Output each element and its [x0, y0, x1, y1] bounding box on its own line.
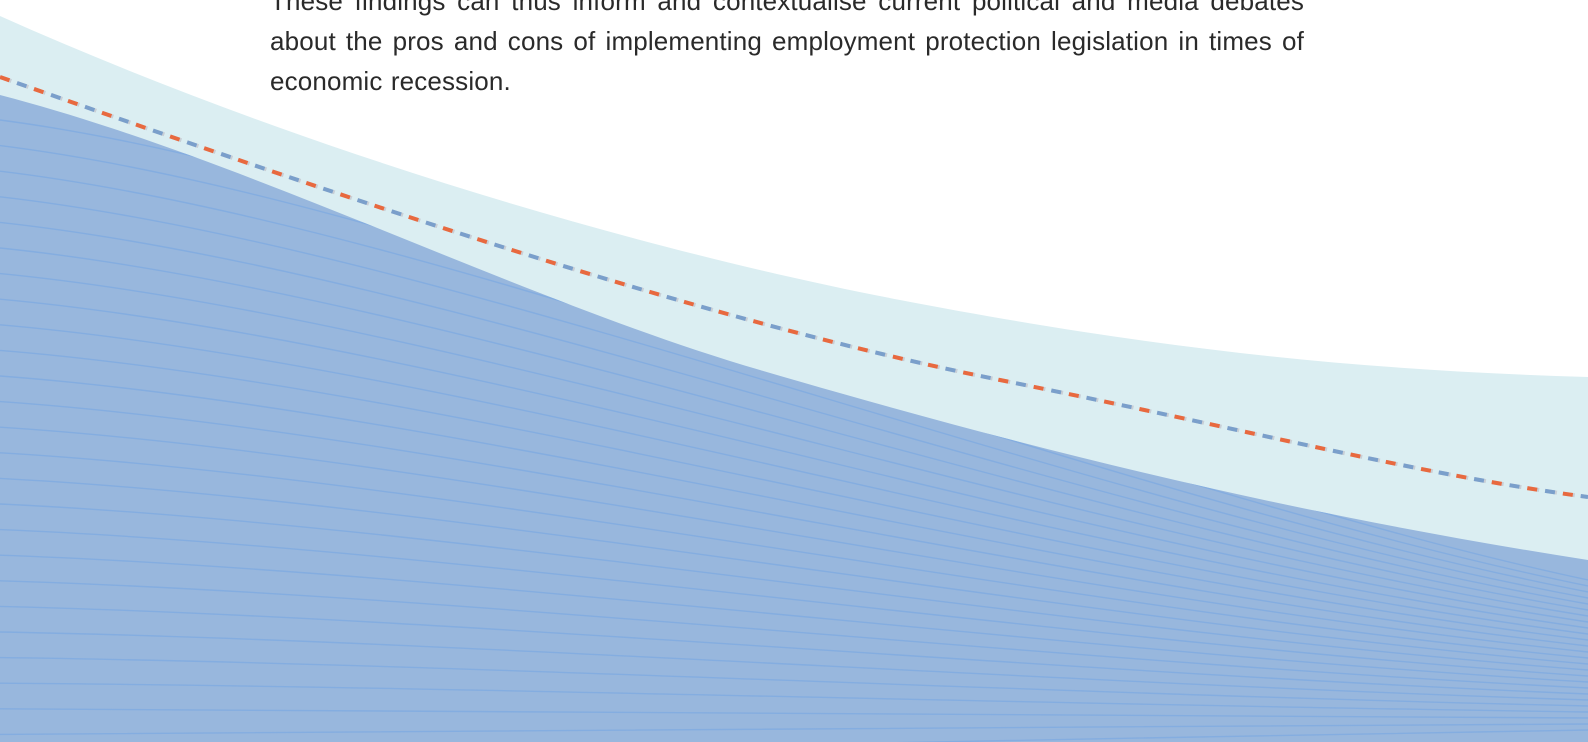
wave-line: [0, 298, 1588, 623]
wave-line: [0, 272, 1588, 617]
dashed-divider-line: [0, 75, 1588, 499]
wave-line: [0, 708, 1588, 719]
wave-line: [0, 580, 1588, 689]
wave-line: [0, 221, 1588, 605]
wave-line: [0, 426, 1588, 653]
wave-line: [0, 503, 1588, 671]
wave-line: [0, 477, 1588, 665]
wave-line: [0, 605, 1588, 695]
wave-line: [0, 528, 1588, 677]
wave-line: [0, 631, 1588, 701]
wave-line: [0, 324, 1588, 629]
wave-line: [0, 196, 1588, 599]
wave-line: [0, 247, 1588, 611]
wave-line: [0, 375, 1588, 641]
wave-line: [0, 723, 1588, 736]
wave-line: [0, 452, 1588, 659]
wave-line: [0, 554, 1588, 683]
wave-line: [0, 656, 1588, 707]
body-paragraph: These findings can thus inform and conte…: [270, 0, 1304, 96]
wave-line: [0, 349, 1588, 635]
wave-line: [0, 682, 1588, 713]
wave-line: [0, 729, 1588, 742]
wave-line: [0, 400, 1588, 647]
